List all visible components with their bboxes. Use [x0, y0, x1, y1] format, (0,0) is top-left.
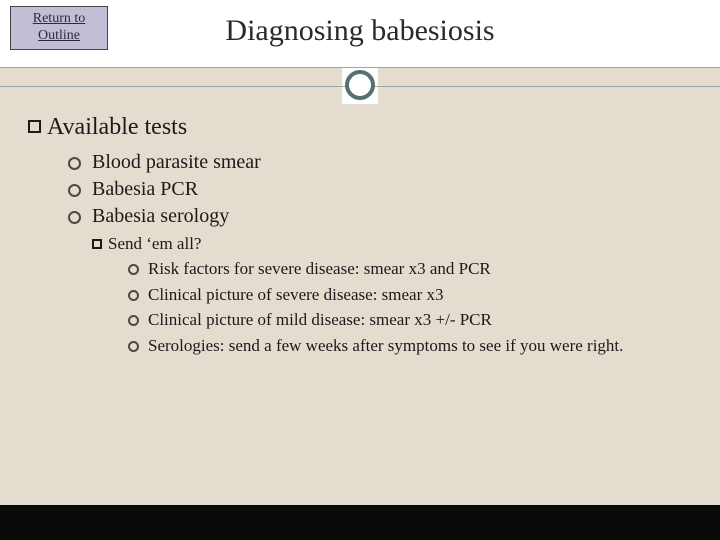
guidance-text: Serologies: send a few weeks after sympt… [148, 336, 623, 355]
list-item: Babesia PCR [68, 176, 692, 203]
heading-text: Available tests [47, 114, 187, 140]
content-area: Available tests Blood parasite smear Bab… [28, 114, 692, 358]
list-item: Clinical picture of severe disease: smea… [128, 282, 692, 308]
sub-heading: Send ‘em all? [92, 234, 692, 254]
guidance-list: Risk factors for severe disease: smear x… [128, 256, 692, 358]
test-label: Babesia PCR [92, 178, 198, 200]
sub-heading-text: Send ‘em all? [108, 234, 201, 253]
guidance-text: Clinical picture of mild disease: smear … [148, 310, 492, 329]
ring-icon [345, 70, 375, 100]
section-heading: Available tests [28, 114, 692, 141]
sub-section: Send ‘em all? Risk factors for severe di… [92, 234, 692, 358]
slide: Return to Outline Diagnosing babesiosis … [0, 0, 720, 505]
tests-list: Blood parasite smear Babesia PCR Babesia… [68, 149, 692, 230]
list-item: Serologies: send a few weeks after sympt… [128, 333, 692, 359]
square-bullet-icon [92, 239, 102, 249]
square-bullet-icon [28, 120, 41, 133]
list-item: Clinical picture of mild disease: smear … [128, 307, 692, 333]
list-item: Risk factors for severe disease: smear x… [128, 256, 692, 282]
guidance-text: Risk factors for severe disease: smear x… [148, 259, 491, 278]
test-label: Blood parasite smear [92, 151, 261, 173]
slide-title: Diagnosing babesiosis [0, 14, 720, 48]
guidance-text: Clinical picture of severe disease: smea… [148, 285, 444, 304]
test-label: Babesia serology [92, 205, 229, 227]
list-item: Blood parasite smear [68, 149, 692, 176]
list-item: Babesia serology [68, 203, 692, 230]
